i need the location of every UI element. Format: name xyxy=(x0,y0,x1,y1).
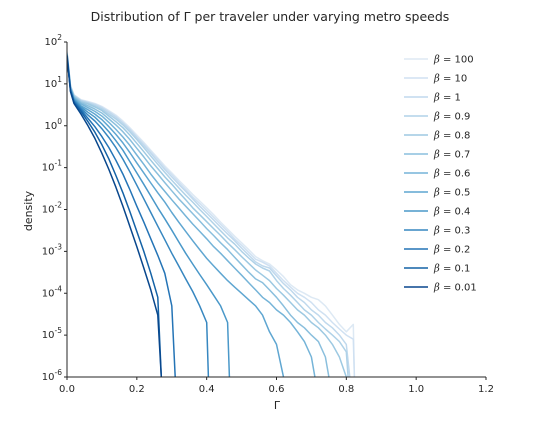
series-line-12 xyxy=(67,56,163,377)
axes-layer: 0.0 0.2 0.4 0.6 0.8 1.0 1.2 102 101 100 10-1 10-2 10… xyxy=(42,33,494,395)
series-line-9 xyxy=(67,54,210,377)
x-axis-label: Γ xyxy=(274,399,281,412)
series-line-5 xyxy=(67,53,330,377)
series-line-2 xyxy=(67,52,351,377)
series-line-1 xyxy=(67,51,356,377)
legend-entry: β = 100 xyxy=(404,55,474,66)
legend-label-7: β = 0.5 xyxy=(433,188,470,199)
x-tick-label: 0.4 xyxy=(199,384,215,395)
x-tick-label: 1.2 xyxy=(478,384,494,395)
series-line-10 xyxy=(67,55,176,377)
legend-entry: β = 0.9 xyxy=(404,112,470,123)
y-tick-label: 102 xyxy=(44,33,62,48)
series-line-3 xyxy=(67,52,349,377)
series-layer xyxy=(67,51,356,377)
y-tick-label: 101 xyxy=(44,75,62,90)
y-tick-label: 10-3 xyxy=(42,242,62,257)
legend-entry: β = 1 xyxy=(404,93,461,104)
legend-label-11: β = 0.1 xyxy=(433,264,470,275)
legend-label-2: β = 1 xyxy=(433,93,461,104)
legend-entry: β = 0.6 xyxy=(404,169,470,180)
chart-title: Distribution of Γ per traveler under var… xyxy=(91,9,450,24)
legend-entry: β = 0.2 xyxy=(404,245,470,256)
series-line-7 xyxy=(67,54,285,377)
y-tick-label: 10-2 xyxy=(42,201,62,216)
legend-label-0: β = 100 xyxy=(433,55,474,66)
legend-entry: β = 0.01 xyxy=(404,283,477,294)
y-tick-label: 10-1 xyxy=(42,159,62,174)
y-tick-label: 100 xyxy=(44,117,62,132)
y-axis-label: density xyxy=(22,190,35,231)
legend-entry: β = 0.5 xyxy=(404,188,470,199)
legend-label-1: β = 10 xyxy=(433,74,467,85)
y-tick-label: 10-6 xyxy=(42,368,62,383)
legend-label-6: β = 0.6 xyxy=(433,169,470,180)
legend-label-10: β = 0.2 xyxy=(433,245,470,256)
legend-label-4: β = 0.8 xyxy=(433,131,470,142)
legend-label-3: β = 0.9 xyxy=(433,112,470,123)
x-tick-label: 0.8 xyxy=(338,384,354,395)
y-tick-label: 10-4 xyxy=(42,284,62,299)
series-line-8 xyxy=(67,54,231,377)
series-line-6 xyxy=(67,53,316,377)
legend-label-12: β = 0.01 xyxy=(433,283,477,294)
x-tick-label: 1.0 xyxy=(408,384,424,395)
legend-entry: β = 0.4 xyxy=(404,207,470,218)
x-tick-label: 0.6 xyxy=(269,384,285,395)
legend-entry: β = 0.1 xyxy=(404,264,470,275)
series-line-4 xyxy=(67,53,348,377)
legend: β = 100 β = 10 β = 1 β = 0.9 β = 0.8 β = 0.7 β… xyxy=(404,55,477,294)
x-tick-label: 0.0 xyxy=(59,384,75,395)
legend-entry: β = 10 xyxy=(404,74,467,85)
legend-entry: β = 0.7 xyxy=(404,150,470,161)
series-line-11 xyxy=(67,55,163,377)
legend-entry: β = 0.8 xyxy=(404,131,470,142)
legend-label-8: β = 0.4 xyxy=(433,207,470,218)
y-tick-label: 10-5 xyxy=(42,326,62,341)
legend-entry: β = 0.3 xyxy=(404,226,470,237)
x-tick-label: 0.2 xyxy=(129,384,145,395)
legend-label-5: β = 0.7 xyxy=(433,150,470,161)
legend-label-9: β = 0.3 xyxy=(433,226,470,237)
